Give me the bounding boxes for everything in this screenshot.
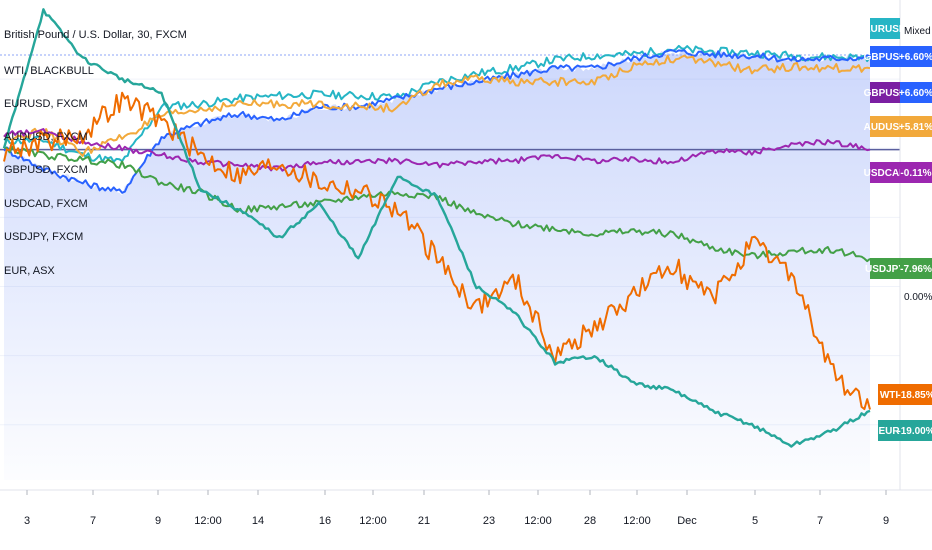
x-tick-label: 5: [752, 515, 758, 527]
price-tag-value-bg: [900, 116, 932, 137]
price-tag-wti[interactable]: WTI -18.85%: [878, 384, 932, 405]
chart-title: British Pound / U.S. Dollar, 30, FXCM: [4, 29, 187, 41]
legend-item[interactable]: AUDUSD, FXCM: [4, 131, 88, 143]
price-tag-value: -7.96%: [900, 264, 932, 275]
legend-item[interactable]: WTI, BLACKBULL: [4, 65, 94, 77]
price-tag-name-bg: [878, 384, 900, 405]
price-tag-gbpusd[interactable]: GBPUSD+6.60%: [864, 82, 932, 103]
price-tag-value-bg: [900, 420, 932, 441]
price-tag-eurusd[interactable]: EURUSD: [864, 18, 906, 39]
price-tag-eur[interactable]: EUR-19.00%: [878, 420, 932, 441]
legend-item[interactable]: GBPUSD, FXCM: [4, 164, 88, 176]
price-tag-audusd[interactable]: AUDUSD+5.81%: [864, 116, 932, 137]
x-tick-label: 16: [319, 515, 331, 527]
price-tag-value: +5.81%: [899, 122, 932, 133]
scale-mode-label[interactable]: Mixed: [904, 26, 931, 37]
series-group: [2, 8, 871, 448]
series-line-gbpusd: [3, 49, 871, 194]
legend-item[interactable]: USDCAD, FXCM: [4, 198, 88, 210]
price-tag-name-bg: [870, 18, 900, 39]
x-tick-label: 9: [883, 515, 889, 527]
gbpusd-area: [4, 49, 870, 481]
price-tag-usdjpy[interactable]: USDJPY-7.96%: [865, 258, 932, 279]
time-axis: 3 7 9 12:00 14 16 12:00 21 23 12:00 28 12:00 Dec 5 7 9: [24, 490, 889, 527]
x-tick-label: 7: [817, 515, 823, 527]
price-tag-gbpusd[interactable]: GBPUSD+6.60%: [864, 46, 932, 67]
legend-item[interactable]: USDJPY, FXCM: [4, 231, 83, 243]
zero-label: 0.00%: [904, 292, 932, 303]
price-tag-value: -19.00%: [897, 426, 932, 437]
x-tick-label: 7: [90, 515, 96, 527]
series-line-usdcad: [3, 128, 871, 172]
price-tag-name-bg: [870, 162, 900, 183]
price-tag-name-bg: [878, 420, 900, 441]
price-tag-name-bg: [870, 116, 900, 137]
legend: WTI, BLACKBULL EURUSD, FXCM AUDUSD, FXCM GB…: [4, 65, 94, 277]
price-tag-name: GBPUSD: [864, 88, 907, 99]
price-tag-value: +6.60%: [899, 88, 932, 99]
x-tick-label: 21: [418, 515, 430, 527]
legend-item[interactable]: EURUSD, FXCM: [4, 98, 88, 110]
price-axis-tags: EURUSDGBPUSD+6.60%GBPUSD+6.60%AUDUSD+5.8…: [864, 18, 932, 441]
x-tick-label: 23: [483, 515, 495, 527]
x-tick-label: 12:00: [194, 515, 222, 527]
x-tick-label: 28: [584, 515, 596, 527]
price-tag-name: WTI: [880, 390, 899, 401]
price-tag-value-bg: [900, 82, 932, 103]
x-tick-label: 9: [155, 515, 161, 527]
price-tag-usdcad[interactable]: USDCAD-0.11%: [864, 162, 932, 183]
price-tag-value-bg: [900, 384, 932, 405]
x-tick-label: 3: [24, 515, 30, 527]
price-tag-name: EUR: [878, 426, 900, 437]
x-tick-label: 14: [252, 515, 264, 527]
price-tag-name: USDJPY: [865, 264, 905, 275]
price-tag-name: GBPUSD: [864, 52, 907, 63]
price-tag-name: EURUSD: [864, 24, 906, 35]
price-tag-name: AUDUSD: [864, 122, 907, 133]
price-tag-value: -0.11%: [900, 168, 931, 179]
price-tag-name-bg: [870, 46, 900, 67]
x-tick-label: 12:00: [524, 515, 552, 527]
price-tag-name-bg: [870, 258, 900, 279]
price-tag-value-bg: [900, 46, 932, 67]
price-tag-name-bg: [870, 82, 900, 103]
x-tick-label: Dec: [677, 515, 697, 527]
series-line-audusd: [3, 54, 871, 157]
price-tag-value-bg: [900, 258, 932, 279]
legend-item[interactable]: EUR, ASX: [4, 265, 55, 277]
x-tick-label: 12:00: [623, 515, 651, 527]
price-tag-name: USDCAD: [864, 168, 907, 179]
series-line-eur: [2, 8, 871, 448]
price-tag-value: +6.60%: [899, 52, 932, 63]
series-line-wti: [3, 91, 871, 411]
price-tag-value: -18.85%: [897, 390, 932, 401]
price-tag-value-bg: [900, 162, 932, 183]
x-tick-label: 12:00: [359, 515, 387, 527]
